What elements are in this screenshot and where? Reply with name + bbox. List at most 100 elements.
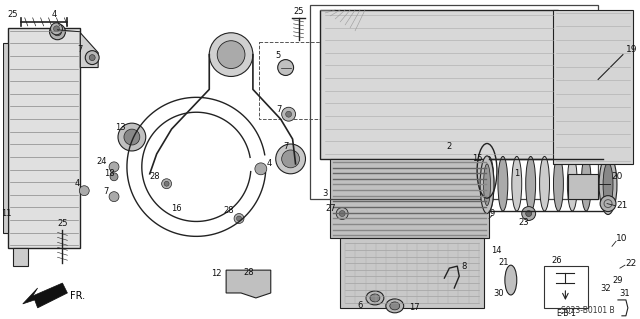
Circle shape — [209, 33, 253, 77]
Text: 1: 1 — [514, 169, 520, 178]
Text: 4: 4 — [75, 179, 80, 188]
Text: 27: 27 — [325, 204, 335, 213]
Text: 21: 21 — [616, 201, 627, 210]
Ellipse shape — [366, 291, 384, 305]
Circle shape — [162, 179, 172, 189]
Ellipse shape — [512, 156, 522, 211]
Ellipse shape — [386, 299, 404, 313]
Text: 17: 17 — [410, 303, 420, 312]
Text: 25: 25 — [8, 11, 18, 19]
Text: 4: 4 — [52, 11, 57, 19]
Text: 20: 20 — [611, 172, 622, 181]
Polygon shape — [8, 28, 80, 248]
Text: 25: 25 — [57, 219, 68, 228]
Polygon shape — [226, 270, 271, 298]
Text: 7: 7 — [77, 45, 83, 54]
Circle shape — [85, 51, 99, 64]
Ellipse shape — [568, 156, 577, 211]
Circle shape — [79, 186, 89, 196]
Text: 4: 4 — [266, 160, 271, 168]
Text: 6: 6 — [357, 301, 363, 310]
Text: 5: 5 — [275, 51, 280, 60]
Text: 29: 29 — [612, 276, 623, 285]
Text: 7: 7 — [276, 105, 282, 114]
Text: 28: 28 — [224, 206, 234, 215]
Text: 24: 24 — [97, 157, 108, 167]
Ellipse shape — [390, 302, 400, 310]
Text: 31: 31 — [620, 289, 630, 299]
Text: 11: 11 — [1, 209, 11, 218]
Text: 30: 30 — [493, 289, 504, 299]
Text: 14: 14 — [491, 246, 501, 255]
Ellipse shape — [581, 156, 591, 211]
Circle shape — [522, 207, 536, 220]
Text: 8: 8 — [461, 262, 467, 271]
Circle shape — [118, 123, 146, 151]
Polygon shape — [340, 238, 484, 308]
Text: 9: 9 — [490, 209, 495, 218]
Text: 12: 12 — [211, 269, 221, 278]
Circle shape — [255, 163, 267, 175]
Ellipse shape — [484, 164, 490, 205]
Circle shape — [49, 24, 65, 40]
Text: 32: 32 — [601, 284, 611, 293]
Circle shape — [278, 60, 294, 76]
Text: 3: 3 — [323, 189, 328, 198]
Circle shape — [51, 23, 63, 35]
Text: 25: 25 — [293, 7, 304, 16]
Ellipse shape — [505, 265, 516, 295]
Text: 22: 22 — [625, 259, 636, 268]
Polygon shape — [80, 33, 98, 68]
Polygon shape — [3, 43, 8, 234]
Circle shape — [276, 144, 305, 174]
Circle shape — [282, 150, 300, 168]
Circle shape — [109, 162, 119, 172]
Circle shape — [110, 173, 118, 181]
Polygon shape — [554, 10, 633, 164]
Circle shape — [217, 41, 245, 69]
Circle shape — [54, 26, 60, 32]
Circle shape — [336, 208, 348, 219]
Text: 18: 18 — [104, 169, 115, 178]
Circle shape — [237, 216, 241, 221]
Ellipse shape — [498, 156, 508, 211]
Ellipse shape — [540, 156, 550, 211]
Ellipse shape — [484, 156, 494, 211]
Text: S023-B0101 B: S023-B0101 B — [561, 306, 615, 315]
Circle shape — [339, 211, 345, 217]
Text: 10: 10 — [616, 234, 627, 243]
Text: 26: 26 — [551, 256, 562, 265]
Text: 13: 13 — [115, 122, 125, 132]
Ellipse shape — [603, 163, 613, 207]
Polygon shape — [23, 283, 67, 308]
Circle shape — [525, 211, 532, 217]
Polygon shape — [568, 174, 598, 199]
Text: 16: 16 — [172, 204, 182, 213]
Polygon shape — [321, 10, 559, 159]
Text: 21: 21 — [499, 258, 509, 267]
Text: 2: 2 — [447, 143, 452, 152]
Polygon shape — [13, 248, 28, 266]
Circle shape — [54, 28, 61, 36]
Circle shape — [234, 213, 244, 223]
Text: 28: 28 — [149, 172, 160, 181]
Circle shape — [124, 129, 140, 145]
Ellipse shape — [370, 294, 380, 302]
Text: E-B-1: E-B-1 — [556, 309, 576, 318]
Ellipse shape — [480, 156, 494, 213]
Polygon shape — [330, 159, 489, 238]
Ellipse shape — [599, 155, 617, 214]
Text: 15: 15 — [472, 154, 483, 163]
Circle shape — [600, 196, 616, 211]
Ellipse shape — [525, 156, 536, 211]
Circle shape — [282, 107, 296, 121]
Ellipse shape — [554, 156, 563, 211]
Circle shape — [164, 181, 169, 186]
Circle shape — [109, 192, 119, 202]
Text: 7: 7 — [283, 143, 289, 152]
Text: 23: 23 — [518, 218, 529, 227]
Text: 7: 7 — [104, 187, 109, 196]
Text: 19: 19 — [626, 45, 637, 54]
Circle shape — [285, 111, 292, 117]
Circle shape — [257, 278, 261, 283]
